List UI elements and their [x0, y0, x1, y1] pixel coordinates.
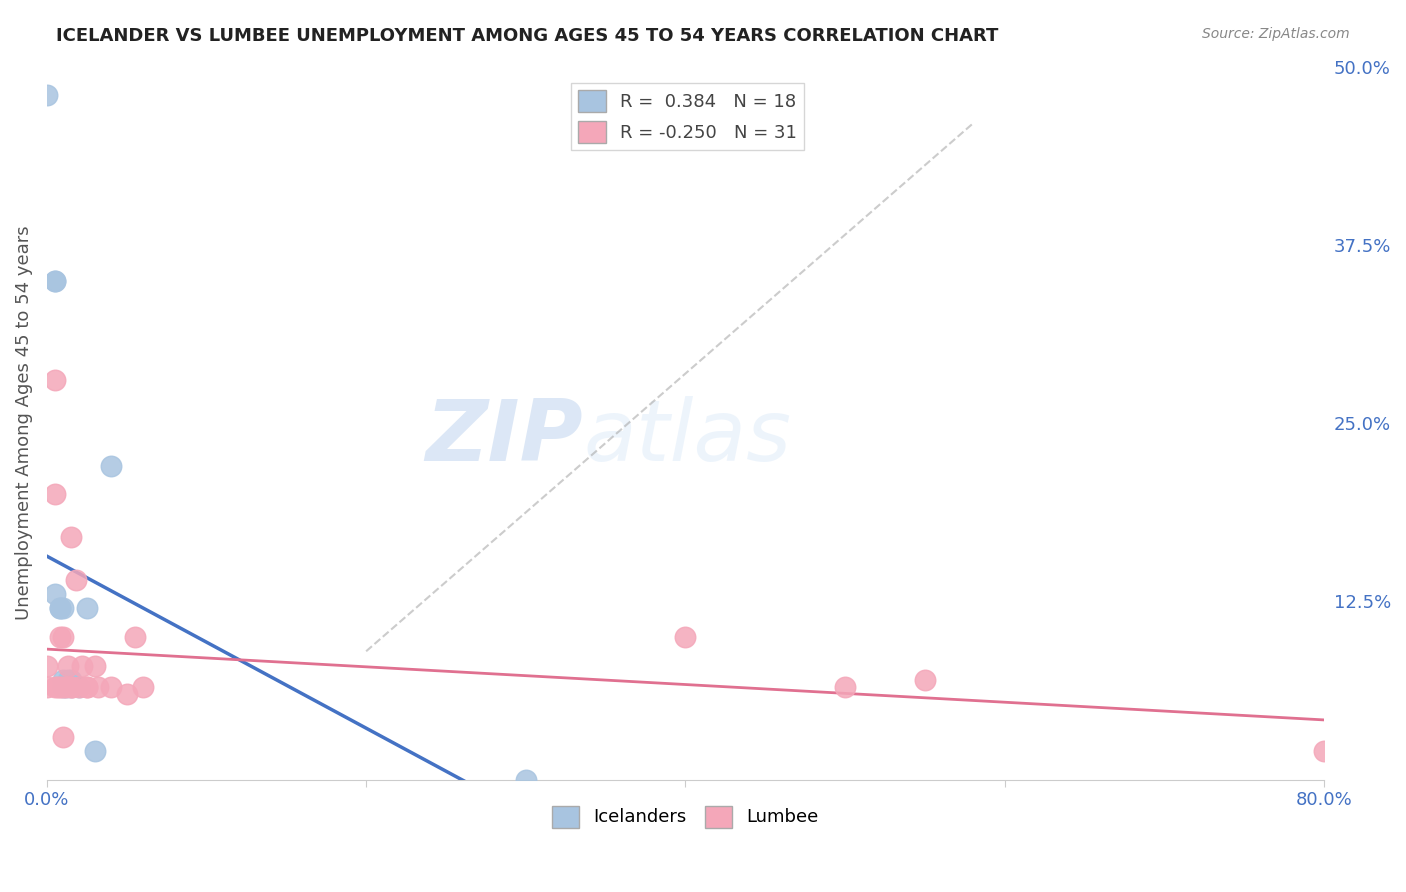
Point	[62, 680, 84, 694]
Point	[48, 601, 70, 615]
Point	[44, 373, 66, 387]
Point	[52, 630, 75, 644]
Point	[76, 601, 98, 615]
Point	[35, 658, 58, 673]
Point	[673, 630, 696, 644]
Point	[70, 658, 93, 673]
Point	[914, 673, 936, 687]
Point	[35, 88, 58, 103]
Text: ZIP: ZIP	[426, 396, 583, 479]
Point	[834, 680, 856, 694]
Point	[52, 680, 75, 694]
Point	[67, 680, 90, 694]
Point	[100, 680, 122, 694]
Point	[44, 273, 66, 287]
Point	[44, 487, 66, 501]
Text: ICELANDER VS LUMBEE UNEMPLOYMENT AMONG AGES 45 TO 54 YEARS CORRELATION CHART: ICELANDER VS LUMBEE UNEMPLOYMENT AMONG A…	[56, 27, 998, 45]
Point	[131, 680, 153, 694]
Text: atlas: atlas	[583, 396, 792, 479]
Point	[76, 680, 98, 694]
Point	[52, 673, 75, 687]
Point	[52, 730, 75, 744]
Point	[100, 458, 122, 473]
Text: Source: ZipAtlas.com: Source: ZipAtlas.com	[1202, 27, 1350, 41]
Point	[44, 680, 66, 694]
Point	[65, 573, 87, 587]
Point	[46, 680, 69, 694]
Point	[59, 530, 82, 544]
Point	[124, 630, 146, 644]
Legend: Icelanders, Lumbee: Icelanders, Lumbee	[546, 798, 825, 835]
Point	[76, 680, 98, 694]
Point	[515, 772, 537, 787]
Point	[1313, 744, 1336, 758]
Point	[59, 680, 82, 694]
Point	[67, 680, 90, 694]
Point	[52, 680, 75, 694]
Point	[59, 673, 82, 687]
Point	[52, 601, 75, 615]
Point	[48, 630, 70, 644]
Point	[48, 601, 70, 615]
Point	[48, 680, 70, 694]
Point	[115, 687, 138, 701]
Point	[83, 744, 105, 758]
Point	[44, 273, 66, 287]
Point	[35, 680, 58, 694]
Point	[55, 680, 77, 694]
Point	[55, 680, 77, 694]
Point	[44, 587, 66, 601]
Point	[59, 680, 82, 694]
Point	[56, 658, 79, 673]
Point	[56, 673, 79, 687]
Point	[83, 658, 105, 673]
Point	[87, 680, 110, 694]
Y-axis label: Unemployment Among Ages 45 to 54 years: Unemployment Among Ages 45 to 54 years	[15, 226, 32, 621]
